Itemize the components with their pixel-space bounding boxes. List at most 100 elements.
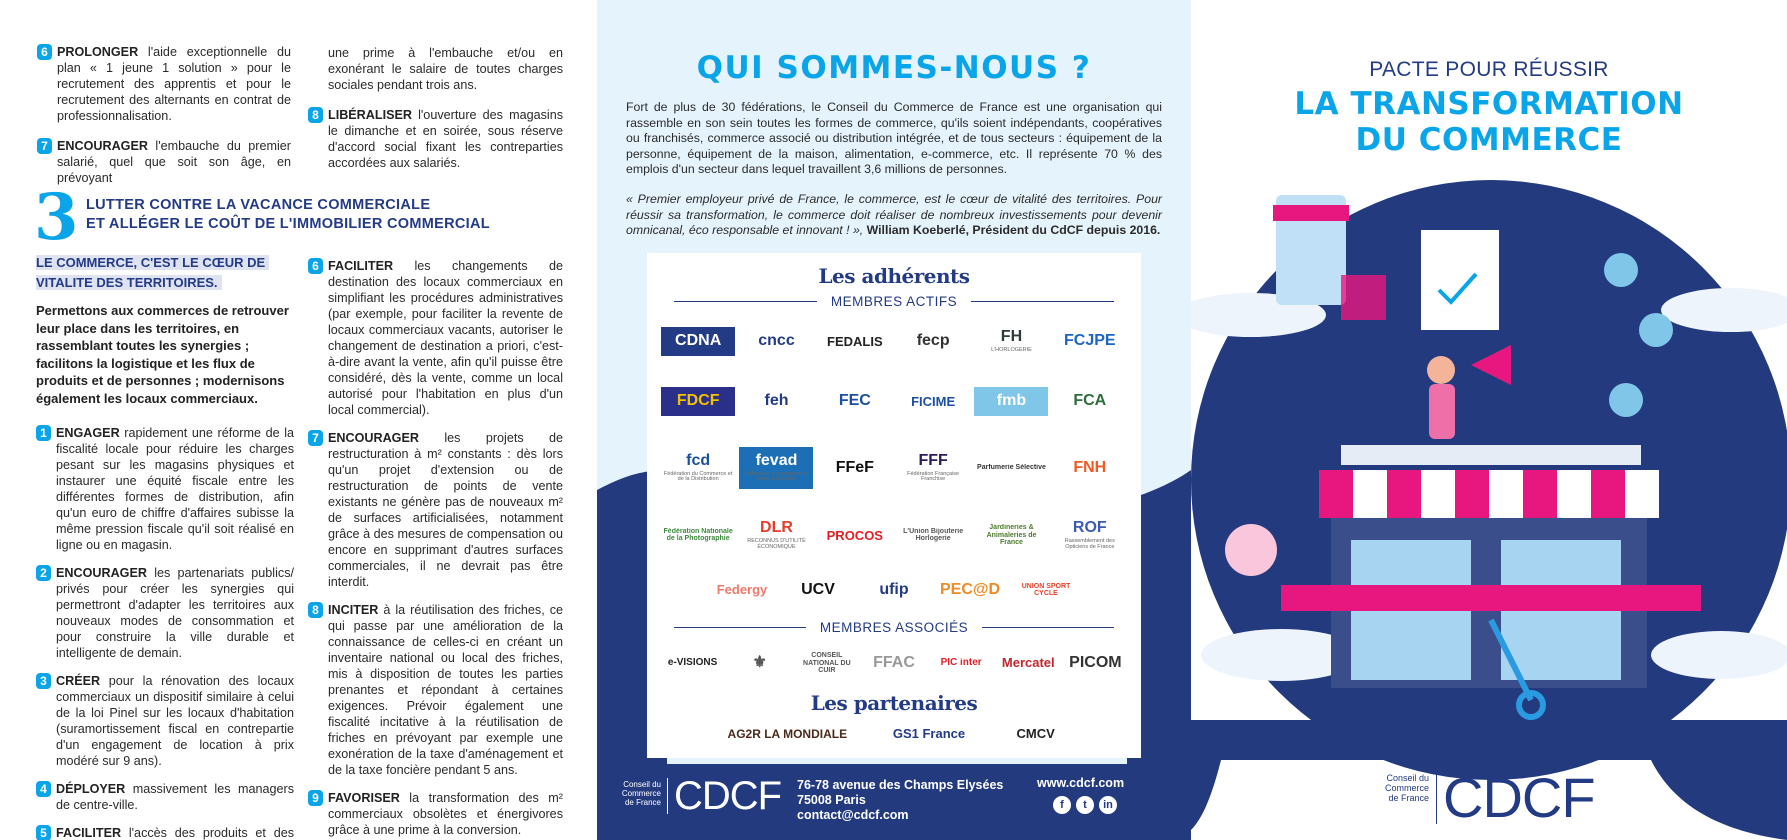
measure-item: 4 DÉPLOYER massivement les managers de ce…	[36, 781, 294, 813]
member-logo: FFAC	[873, 654, 915, 671]
logo-row: Fédération Nationale de la Photographie D…	[659, 508, 1129, 563]
member-logo: ROF Rassemblement des Opticiens de France	[1064, 520, 1115, 550]
number-badge: 8	[308, 602, 323, 618]
member-logo: DLR RECONNUS D'UTILITÉ ÉCONOMIQUE	[747, 520, 806, 550]
number-badge: 8	[308, 107, 323, 123]
linkedin-icon[interactable]: in	[1099, 796, 1117, 814]
member-logo: FCJPE	[1064, 333, 1116, 350]
member-logo: Jardineries & Animaleries de France	[986, 524, 1037, 546]
member-logo: AG2R LA MONDIALE	[727, 727, 848, 741]
section-column-1: Permettons aux commerces de retrouver le…	[36, 302, 294, 840]
member-logo: FH L'HORLOGERIE	[991, 329, 1032, 354]
member-logo: PROCOS	[826, 528, 883, 543]
member-logo: fecp	[916, 333, 950, 350]
number-badge: 7	[37, 138, 52, 154]
section-title: LUTTER CONTRE LA VACANCE COMMERCIALE ET …	[86, 197, 490, 232]
member-logo: FCA	[1073, 393, 1107, 410]
member-logo: FNH	[1073, 459, 1107, 476]
member-logo: Fédération Nationale de la Photographie	[663, 527, 733, 543]
member-logo: ufip	[879, 581, 909, 598]
measure-item: 2 ENCOURAGER les partenariats publics/ pr…	[36, 565, 294, 661]
member-logo: fmb	[974, 387, 1049, 416]
associes-logo-row: e-VISIONS ⚜ CONSEIL NATIONAL DU CUIR FFAC PI…	[659, 641, 1129, 686]
member-logo: fcd Fédération du Commerce et de la Distr…	[663, 452, 733, 483]
member-logo: L'Union Bijouterie Horlogerie	[903, 527, 964, 543]
section-number: 3	[34, 180, 79, 255]
address: 76-78 avenue des Champs Elysées 75008 Pa…	[797, 778, 1004, 822]
member-logo: PICOM	[1069, 654, 1122, 671]
member-logo: CMCV	[1016, 726, 1055, 741]
number-badge: 7	[308, 430, 323, 446]
number-badge: 1	[36, 425, 51, 441]
page-title: QUI SOMMES-NOUS ?	[696, 50, 1092, 86]
member-logo: PEC@D	[939, 581, 1001, 598]
brand-divider	[667, 778, 668, 814]
cover-page: PACTE POUR RÉUSSIR LA TRANSFORMATION DU …	[1191, 0, 1787, 840]
logo-row: CDNA cncc FEDALIS fecp FH L'HORLOGERIE FCJPE	[659, 315, 1129, 369]
member-logo: fevad fédération e-commerce et vente à di…	[739, 446, 814, 490]
middle-page: QUI SOMMES-NOUS ? Fort de plus de 30 féd…	[597, 0, 1191, 840]
member-logo: CONSEIL NATIONAL DU CUIR	[803, 652, 851, 674]
members-logo-panel: Les adhérents MEMBRES ACTIFS CDNA cncc FED…	[647, 252, 1141, 758]
member-logo: FEDALIS	[827, 334, 883, 349]
logo-row: fcd Fédération du Commerce et de la Distr…	[659, 434, 1129, 501]
highlight-heading: LE COMMERCE, C'EST LE CŒUR DE VITALITE D…	[36, 253, 270, 292]
website-link[interactable]: www.cdcf.com	[1037, 776, 1125, 790]
member-logo: ⚜	[752, 654, 767, 671]
adherents-heading: Les adhérents	[818, 263, 970, 288]
measure-item: 6 FACILITER les changements de destinatio…	[308, 258, 563, 418]
number-badge: 2	[36, 565, 51, 581]
number-badge: 9	[308, 790, 323, 806]
measure-item: 3 CRÉER pour la rénovation des locaux com…	[36, 673, 294, 769]
cover-subtitle: PACTE POUR RÉUSSIR	[1369, 58, 1609, 81]
member-logo: feh	[764, 393, 789, 410]
brand-text: Conseil du Commerce de France	[1384, 773, 1429, 803]
measure-item: 7 ENCOURAGER les projets de restructurati…	[308, 430, 563, 590]
left-page: 6 PROLONGER l'aide exceptionnelle du pla…	[0, 0, 597, 840]
brand-divider	[1436, 772, 1437, 824]
member-logo: PIC inter	[940, 657, 982, 668]
measure-item: 8 LIBÉRALISER l'ouverture des magasins l…	[308, 107, 563, 171]
actifs-logo-grid: CDNA cncc FEDALIS fecp FH L'HORLOGERIE FCJPE FD…	[659, 315, 1129, 611]
membres-actifs-label: MEMBRES ACTIFS	[674, 293, 1114, 311]
member-logo: UNION SPORT CYCLE	[1021, 582, 1071, 597]
about-paragraph: Fort de plus de 30 fédérations, le Conse…	[626, 100, 1162, 177]
number-badge: 4	[36, 781, 51, 797]
number-badge: 5	[36, 825, 51, 840]
member-logo: Mercatel	[1001, 656, 1055, 671]
cdcf-logo: CDCF	[1443, 766, 1596, 829]
measure-item: 1 ENGAGER rapidement une réforme de la fi…	[36, 425, 294, 553]
number-badge: 6	[308, 258, 323, 274]
shop-illustration	[1191, 180, 1787, 840]
member-logo: Federgy	[716, 583, 768, 597]
facebook-icon[interactable]: f	[1053, 796, 1071, 814]
brand-text: Conseil du Commerce de France	[621, 780, 661, 807]
measure-item: 6 PROLONGER l'aide exceptionnelle du pla…	[37, 44, 291, 124]
section-column-2: 6 FACILITER les changements de destinatio…	[308, 258, 563, 838]
measure-item: 8 INCITER à la réutilisation des friches,…	[308, 602, 563, 778]
member-logo: UCV	[801, 581, 835, 598]
cover-title: LA TRANSFORMATION DU COMMERCE	[1294, 86, 1684, 158]
email-link[interactable]: contact@cdcf.com	[797, 808, 909, 822]
member-logo: CDNA	[661, 327, 736, 357]
twitter-icon[interactable]: t	[1076, 796, 1094, 814]
number-badge: 6	[37, 44, 52, 60]
member-logo: Parfumerie Sélective	[977, 464, 1046, 472]
partenaires-heading: Les partenaires	[810, 690, 978, 715]
member-logo: FDCF	[661, 387, 736, 416]
logo-row: FDCF feh FEC FICIME fmb FCA	[659, 375, 1129, 429]
member-logo: GS1 France	[892, 726, 966, 741]
number-badge: 3	[36, 673, 51, 689]
measure-item: 9 FAVORISER la transformation des m² comm…	[308, 790, 563, 838]
top-column-1: 6 PROLONGER l'aide exceptionnelle du pla…	[37, 44, 291, 186]
membres-associes-label: MEMBRES ASSOCIÉS	[674, 619, 1114, 637]
measure-continuation: une prime à l'embauche et/ou en exonéran…	[328, 46, 563, 92]
president-quote: « Premier employeur privé de France, le …	[626, 191, 1162, 238]
section-intro: Permettons aux commerces de retrouver le…	[36, 303, 289, 406]
member-logo: e-VISIONS	[667, 657, 718, 668]
member-logo: FICIME	[911, 394, 956, 409]
measure-item: 7 ENCOURAGER l'embauche du premier salar…	[37, 138, 291, 186]
member-logo: FEC	[838, 393, 871, 410]
member-logo: FFF Fédération Française Franchise	[907, 452, 960, 483]
